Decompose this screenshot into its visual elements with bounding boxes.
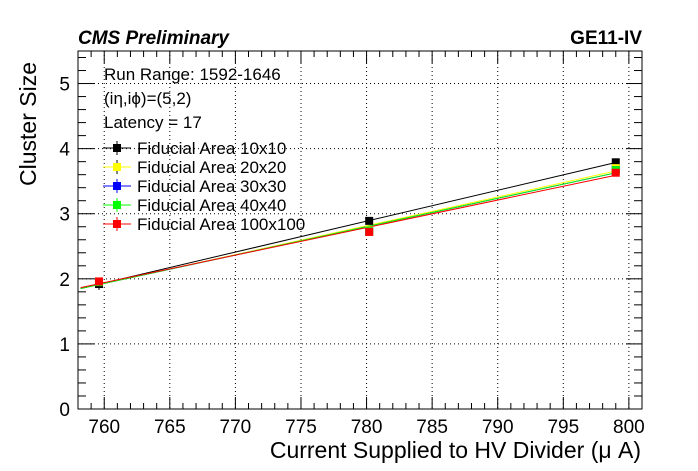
series-points — [94, 158, 620, 290]
y-tick-label: 5 — [59, 75, 70, 96]
axis-ticks — [77, 51, 643, 410]
data-point-series-1 — [365, 216, 374, 225]
tick-labels: 760 765 770 775 780 785 790 795 800 0 1 2 3 4 5 — [59, 75, 644, 438]
x-tick-label: 790 — [482, 417, 514, 438]
y-tick-label: 4 — [59, 140, 70, 161]
plot-frame — [77, 50, 643, 410]
x-tick-label: 765 — [154, 417, 186, 438]
data-point-series-5 — [94, 277, 103, 286]
x-tick-label: 780 — [351, 417, 383, 438]
legend-marker — [113, 201, 121, 209]
legend-item: Fiducial Area 40x40 — [103, 196, 286, 215]
run-range-text: Run Range: 1592-1646 — [104, 65, 281, 84]
series-lines — [80, 161, 616, 290]
y-tick-label: 1 — [59, 335, 70, 356]
detector-label: GE11-IV — [570, 28, 642, 49]
fit-line-1 — [80, 161, 616, 289]
y-axis-title: Cluster Size — [15, 62, 41, 186]
x-tick-label: 775 — [285, 417, 317, 438]
legend-marker — [113, 144, 121, 152]
x-tick-label: 795 — [547, 417, 579, 438]
y-tick-label: 0 — [59, 400, 70, 421]
y-tick-label: 3 — [59, 205, 70, 226]
y-tick-label: 2 — [59, 270, 70, 291]
legend-marker — [113, 182, 121, 190]
legend-label: Fiducial Area 10x10 — [137, 139, 286, 158]
legend-item: Fiducial Area 10x10 — [103, 139, 286, 158]
experiment-label: CMS Preliminary — [78, 28, 230, 49]
data-point-series-1 — [611, 158, 620, 167]
legend-marker — [113, 220, 121, 228]
fit-line-5 — [80, 174, 616, 289]
legend-label: Fiducial Area 20x20 — [137, 158, 286, 177]
x-tick-label: 770 — [220, 417, 252, 438]
latency-text: Latency = 17 — [104, 113, 202, 132]
x-tick-label: 800 — [613, 417, 645, 438]
legend-item: Fiducial Area 100x100 — [103, 215, 305, 234]
legend-label: Fiducial Area 40x40 — [137, 196, 286, 215]
legend-item: Fiducial Area 20x20 — [103, 158, 286, 177]
position-text: (iη,iϕ)=(5,2) — [104, 89, 191, 108]
data-point-series-5 — [611, 168, 620, 177]
legend-label: Fiducial Area 30x30 — [137, 177, 286, 196]
x-tick-label: 785 — [416, 417, 448, 438]
x-tick-label: 760 — [88, 417, 120, 438]
legend-marker — [113, 163, 121, 171]
data-point-series-5 — [365, 227, 374, 236]
x-axis-title: Current Supplied to HV Divider (μ A) — [270, 437, 641, 463]
legend-item: Fiducial Area 30x30 — [103, 177, 286, 196]
legend-label: Fiducial Area 100x100 — [137, 215, 305, 234]
